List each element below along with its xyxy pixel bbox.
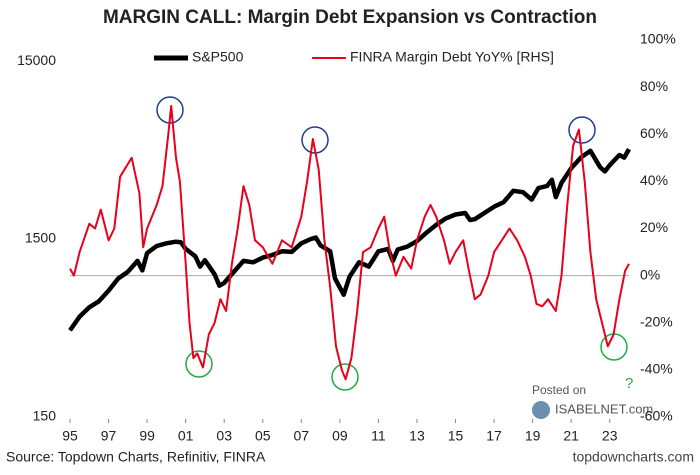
watermark-icon xyxy=(532,401,550,419)
x-tick-label: 11 xyxy=(371,428,386,444)
y-tick-label: 15000 xyxy=(17,52,56,68)
y2-tick-label: -60% xyxy=(640,408,673,424)
x-tick-label: 05 xyxy=(255,428,271,444)
y-tick-label: 150 xyxy=(33,408,57,424)
y2-tick-label: 80% xyxy=(640,78,668,94)
y2-tick-label: 20% xyxy=(640,219,668,235)
legend-label: FINRA Margin Debt YoY% [RHS] xyxy=(350,49,554,65)
trough-circle xyxy=(185,350,213,378)
highlight-circles xyxy=(156,96,628,391)
x-tick-label: 99 xyxy=(139,428,155,444)
y2-tick-label: 100% xyxy=(640,31,676,47)
x-tick-label: 17 xyxy=(486,428,502,444)
y2-tick-label: 0% xyxy=(640,266,660,282)
credit: topdowncharts.com xyxy=(573,449,694,465)
x-tick-label: 09 xyxy=(332,428,348,444)
x-tick-label: 97 xyxy=(101,428,117,444)
y2-tick-label: 60% xyxy=(640,125,668,141)
chart-title: MARGIN CALL: Margin Debt Expansion vs Co… xyxy=(103,7,597,28)
x-tick-label: 07 xyxy=(294,428,310,444)
peak-circle xyxy=(568,116,596,144)
legend-label: S&P500 xyxy=(192,49,244,65)
annotation: ? xyxy=(625,375,633,392)
y2-tick-label: -20% xyxy=(640,313,673,329)
x-tick-label: 19 xyxy=(525,428,541,444)
x-tick-label: 21 xyxy=(563,428,579,444)
watermark: ISABELNET.com xyxy=(555,401,653,416)
series-line xyxy=(69,105,630,381)
x-tick-label: 15 xyxy=(448,428,464,444)
series-line xyxy=(68,147,631,332)
y2-tick-label: -40% xyxy=(640,361,673,377)
y-tick-label: 1500 xyxy=(25,230,56,246)
y2-tick-label: 40% xyxy=(640,172,668,188)
source: Source: Topdown Charts, Refinitiv, FINRA xyxy=(6,449,266,465)
x-tick-label: 03 xyxy=(216,428,232,444)
x-tick-label: 01 xyxy=(178,428,194,444)
x-tick-label: 13 xyxy=(409,428,425,444)
trough-circle xyxy=(331,363,359,391)
x-tick-label: 23 xyxy=(602,428,618,444)
watermark: Posted on xyxy=(532,383,586,397)
x-tick-label: 95 xyxy=(62,428,78,444)
